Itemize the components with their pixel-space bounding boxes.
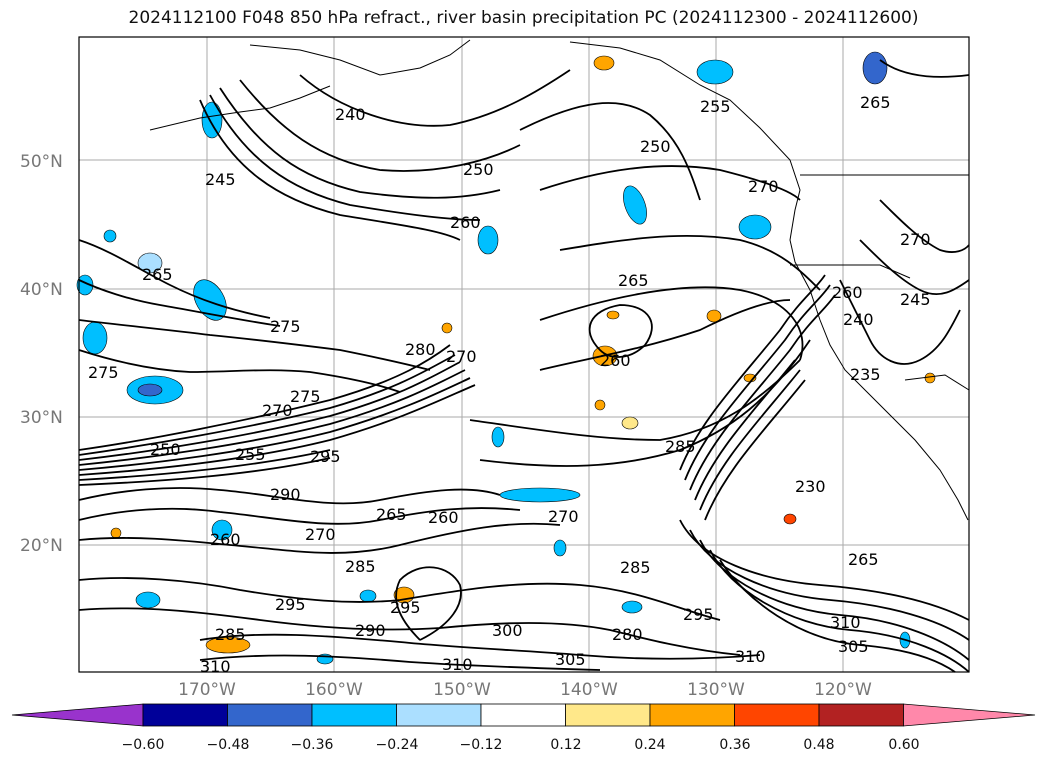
lat-label: 50°N [20,152,63,172]
contour-label: 290 [270,485,301,504]
contour-label: 255 [235,445,266,464]
contour-label: 285 [215,625,246,644]
map-canvas: 240 245 250 250 255 260 265 265 260 270 … [76,36,970,676]
colorbar-segment [818,703,904,727]
colorbar-tick-label: 0.12 [550,737,582,753]
contour-label: 300 [492,621,523,640]
contour-label: 295 [275,595,306,614]
contour-label: 270 [900,230,931,249]
map-title: 2024112100 F048 850 hPa refract., river … [128,8,919,28]
colorbar-extend-high [903,703,1036,727]
lon-label: 170°W [178,680,236,700]
contour-label: 270 [305,525,336,544]
contour-label: 295 [390,598,421,617]
colorbar-segment [227,703,313,727]
contour-label: 295 [683,605,714,624]
contour-label: 250 [150,440,181,459]
contour-label: 260 [600,351,631,370]
contour-label: 265 [860,93,891,112]
contour-label: 230 [795,477,826,496]
colorbar-tick-label: 0.24 [634,737,666,753]
colorbar-tick-label: −0.48 [206,737,250,753]
contour-label: 265 [848,550,879,569]
lon-label: 130°W [687,680,745,700]
contour-label: 265 [142,265,173,284]
graticule [79,37,969,672]
colorbar-tick-label: −0.24 [375,737,419,753]
coastlines [149,39,970,521]
lon-label: 140°W [560,680,618,700]
colorbar [11,703,1036,727]
colorbar-tick-label: 0.36 [719,737,751,753]
refractivity-contours [78,59,970,673]
map-frame [78,36,970,673]
contour-label: 310 [200,657,231,676]
contour-label: 240 [335,105,366,124]
contour-label: 285 [345,557,376,576]
colorbar-segment [142,703,228,727]
colorbar-segment [396,703,482,727]
lon-label: 150°W [433,680,491,700]
colorbar-tick-label: −0.36 [290,737,334,753]
colorbar-tick-label: 0.60 [888,737,920,753]
colorbar-segment [311,703,397,727]
contour-label: 310 [830,613,861,632]
lat-label: 30°N [20,408,63,428]
contour-label: 270 [262,401,293,420]
colorbar-tick-label: −0.60 [121,737,165,753]
lon-label: 120°W [814,680,872,700]
precip-anomaly-shading [76,51,936,665]
contour-label: 260 [832,283,863,302]
contour-label: 295 [310,447,341,466]
contour-label: 285 [665,437,696,456]
contour-label: 240 [843,310,874,329]
contour-label-group: 240 245 250 250 255 260 265 265 260 270 … [88,93,931,676]
contour-label: 250 [640,137,671,156]
contour-label: 280 [405,340,436,359]
contour-label: 275 [270,317,301,336]
contour-label: 280 [612,625,643,644]
contour-label: 255 [700,97,731,116]
contour-label: 305 [555,650,586,669]
contour-label: 260 [210,530,241,549]
contour-label: 265 [376,505,407,524]
contour-label: 270 [548,507,579,526]
contour-label: 260 [428,508,459,527]
lat-label: 40°N [20,280,63,300]
contour-label: 265 [618,271,649,290]
contour-label: 310 [442,655,473,674]
contour-label: 270 [446,347,477,366]
colorbar-segment [649,703,735,727]
colorbar-tick-label: −0.12 [459,737,503,753]
colorbar-segment [734,703,820,727]
contour-label: 275 [290,387,321,406]
colorbar-extend-low [11,703,144,727]
contour-label: 245 [900,290,931,309]
contour-label: 260 [450,213,481,232]
lat-label: 20°N [20,536,63,556]
colorbar-segment [565,703,651,727]
contour-label: 310 [735,647,766,666]
contour-label: 285 [620,558,651,577]
contour-label: 290 [355,621,386,640]
contour-label: 305 [838,637,869,656]
contour-label: 270 [748,177,779,196]
colorbar-segment [480,703,566,727]
colorbar-tick-label: 0.48 [803,737,835,753]
contour-label: 275 [88,363,119,382]
contour-label: 235 [850,365,881,384]
contour-label: 250 [463,160,494,179]
lon-label: 160°W [305,680,363,700]
contour-label: 245 [205,170,236,189]
